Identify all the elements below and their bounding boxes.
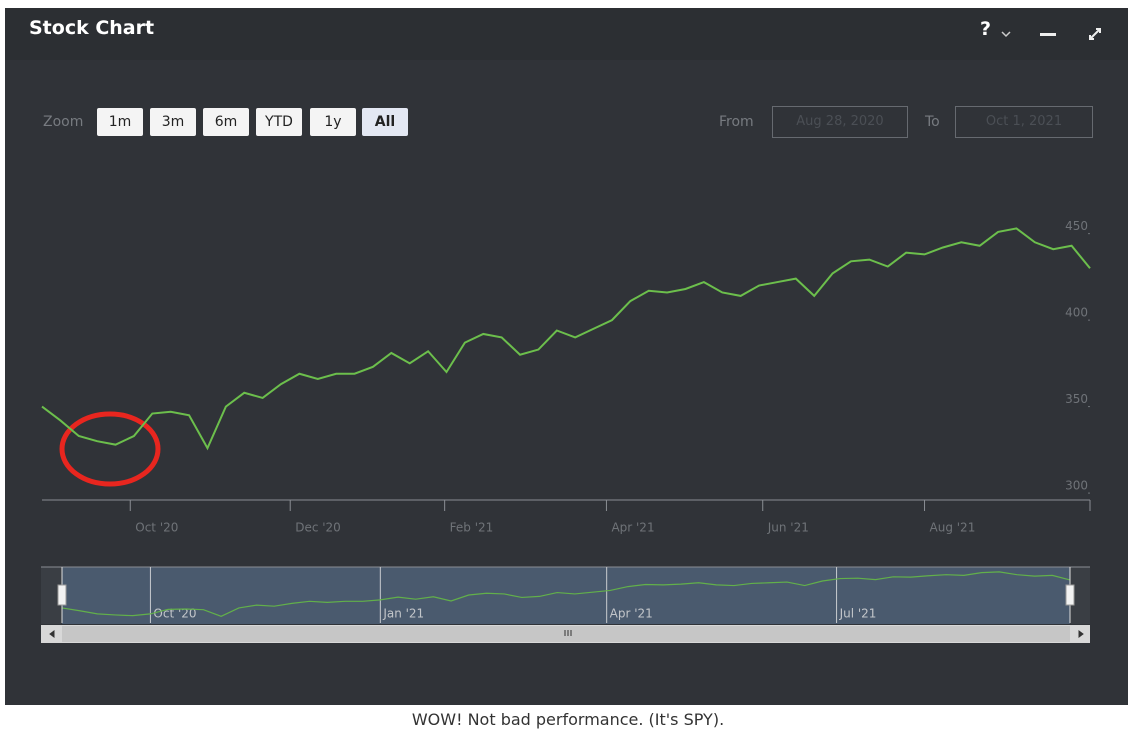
price-line <box>41 227 1091 451</box>
help-button[interactable]: ? <box>980 18 992 40</box>
stock-chart-panel: Stock Chart ? Zoom 1m 3m 6m YTD 1y All From A… <box>5 8 1128 705</box>
x-tick-label: Aug '21 <box>930 521 976 535</box>
y-tick-label: 350 <box>1065 392 1088 406</box>
zoom-button[interactable]: 1y <box>310 108 356 136</box>
zoom-button[interactable]: 6m <box>203 108 249 136</box>
x-tick-label: Jun '21 <box>767 521 809 535</box>
scrollbar-grips <box>49 630 1084 638</box>
zoom-button[interactable]: 3m <box>150 108 196 136</box>
zoom-label: Zoom <box>43 114 84 130</box>
navigator-tick-label: Jan '21 <box>382 607 424 621</box>
to-label: To <box>925 114 940 130</box>
window-icons <box>1001 28 1101 40</box>
y-tick-label: 300 <box>1065 479 1088 493</box>
navigator-selection[interactable] <box>62 567 1070 624</box>
to-input[interactable]: Oct 1, 2021 <box>955 106 1093 138</box>
minimize-icon[interactable] <box>1040 33 1056 36</box>
navigator-tick-label: Apr '21 <box>610 607 653 621</box>
navigator-line <box>61 571 1071 618</box>
zoom-button[interactable]: 1m <box>97 108 143 136</box>
x-tick-label: Oct '20 <box>135 521 178 535</box>
red-circle-annotation <box>59 411 161 487</box>
from-label: From <box>719 114 754 130</box>
chart: Oct '20 Jan '21 Apr '21 Jul '21 300 350 400 45… <box>41 219 1091 643</box>
y-tick-label: 400 <box>1065 306 1088 320</box>
navigator-tick-label: Jul '21 <box>839 607 877 621</box>
x-tick-label: Feb '21 <box>450 521 494 535</box>
zoom-button[interactable]: All <box>362 108 408 136</box>
x-tick-label: Apr '21 <box>611 521 654 535</box>
y-tick-label: 450 <box>1065 219 1088 233</box>
caret-icon[interactable] <box>1001 31 1011 38</box>
from-input[interactable]: Aug 28, 2020 <box>772 106 908 138</box>
x-tick-label: Dec '20 <box>295 521 341 535</box>
zoom-button[interactable]: YTD <box>256 108 302 136</box>
expand-icon[interactable] <box>1089 28 1101 40</box>
navigator-handle[interactable] <box>57 584 67 606</box>
navigator-handle[interactable] <box>1065 584 1075 606</box>
caption: WOW! Not bad performance. (It's SPY). <box>411 710 725 729</box>
header: Stock Chart ? <box>5 8 1128 60</box>
title: Stock Chart <box>29 17 155 39</box>
scrollbar-thumb[interactable] <box>62 626 1070 642</box>
